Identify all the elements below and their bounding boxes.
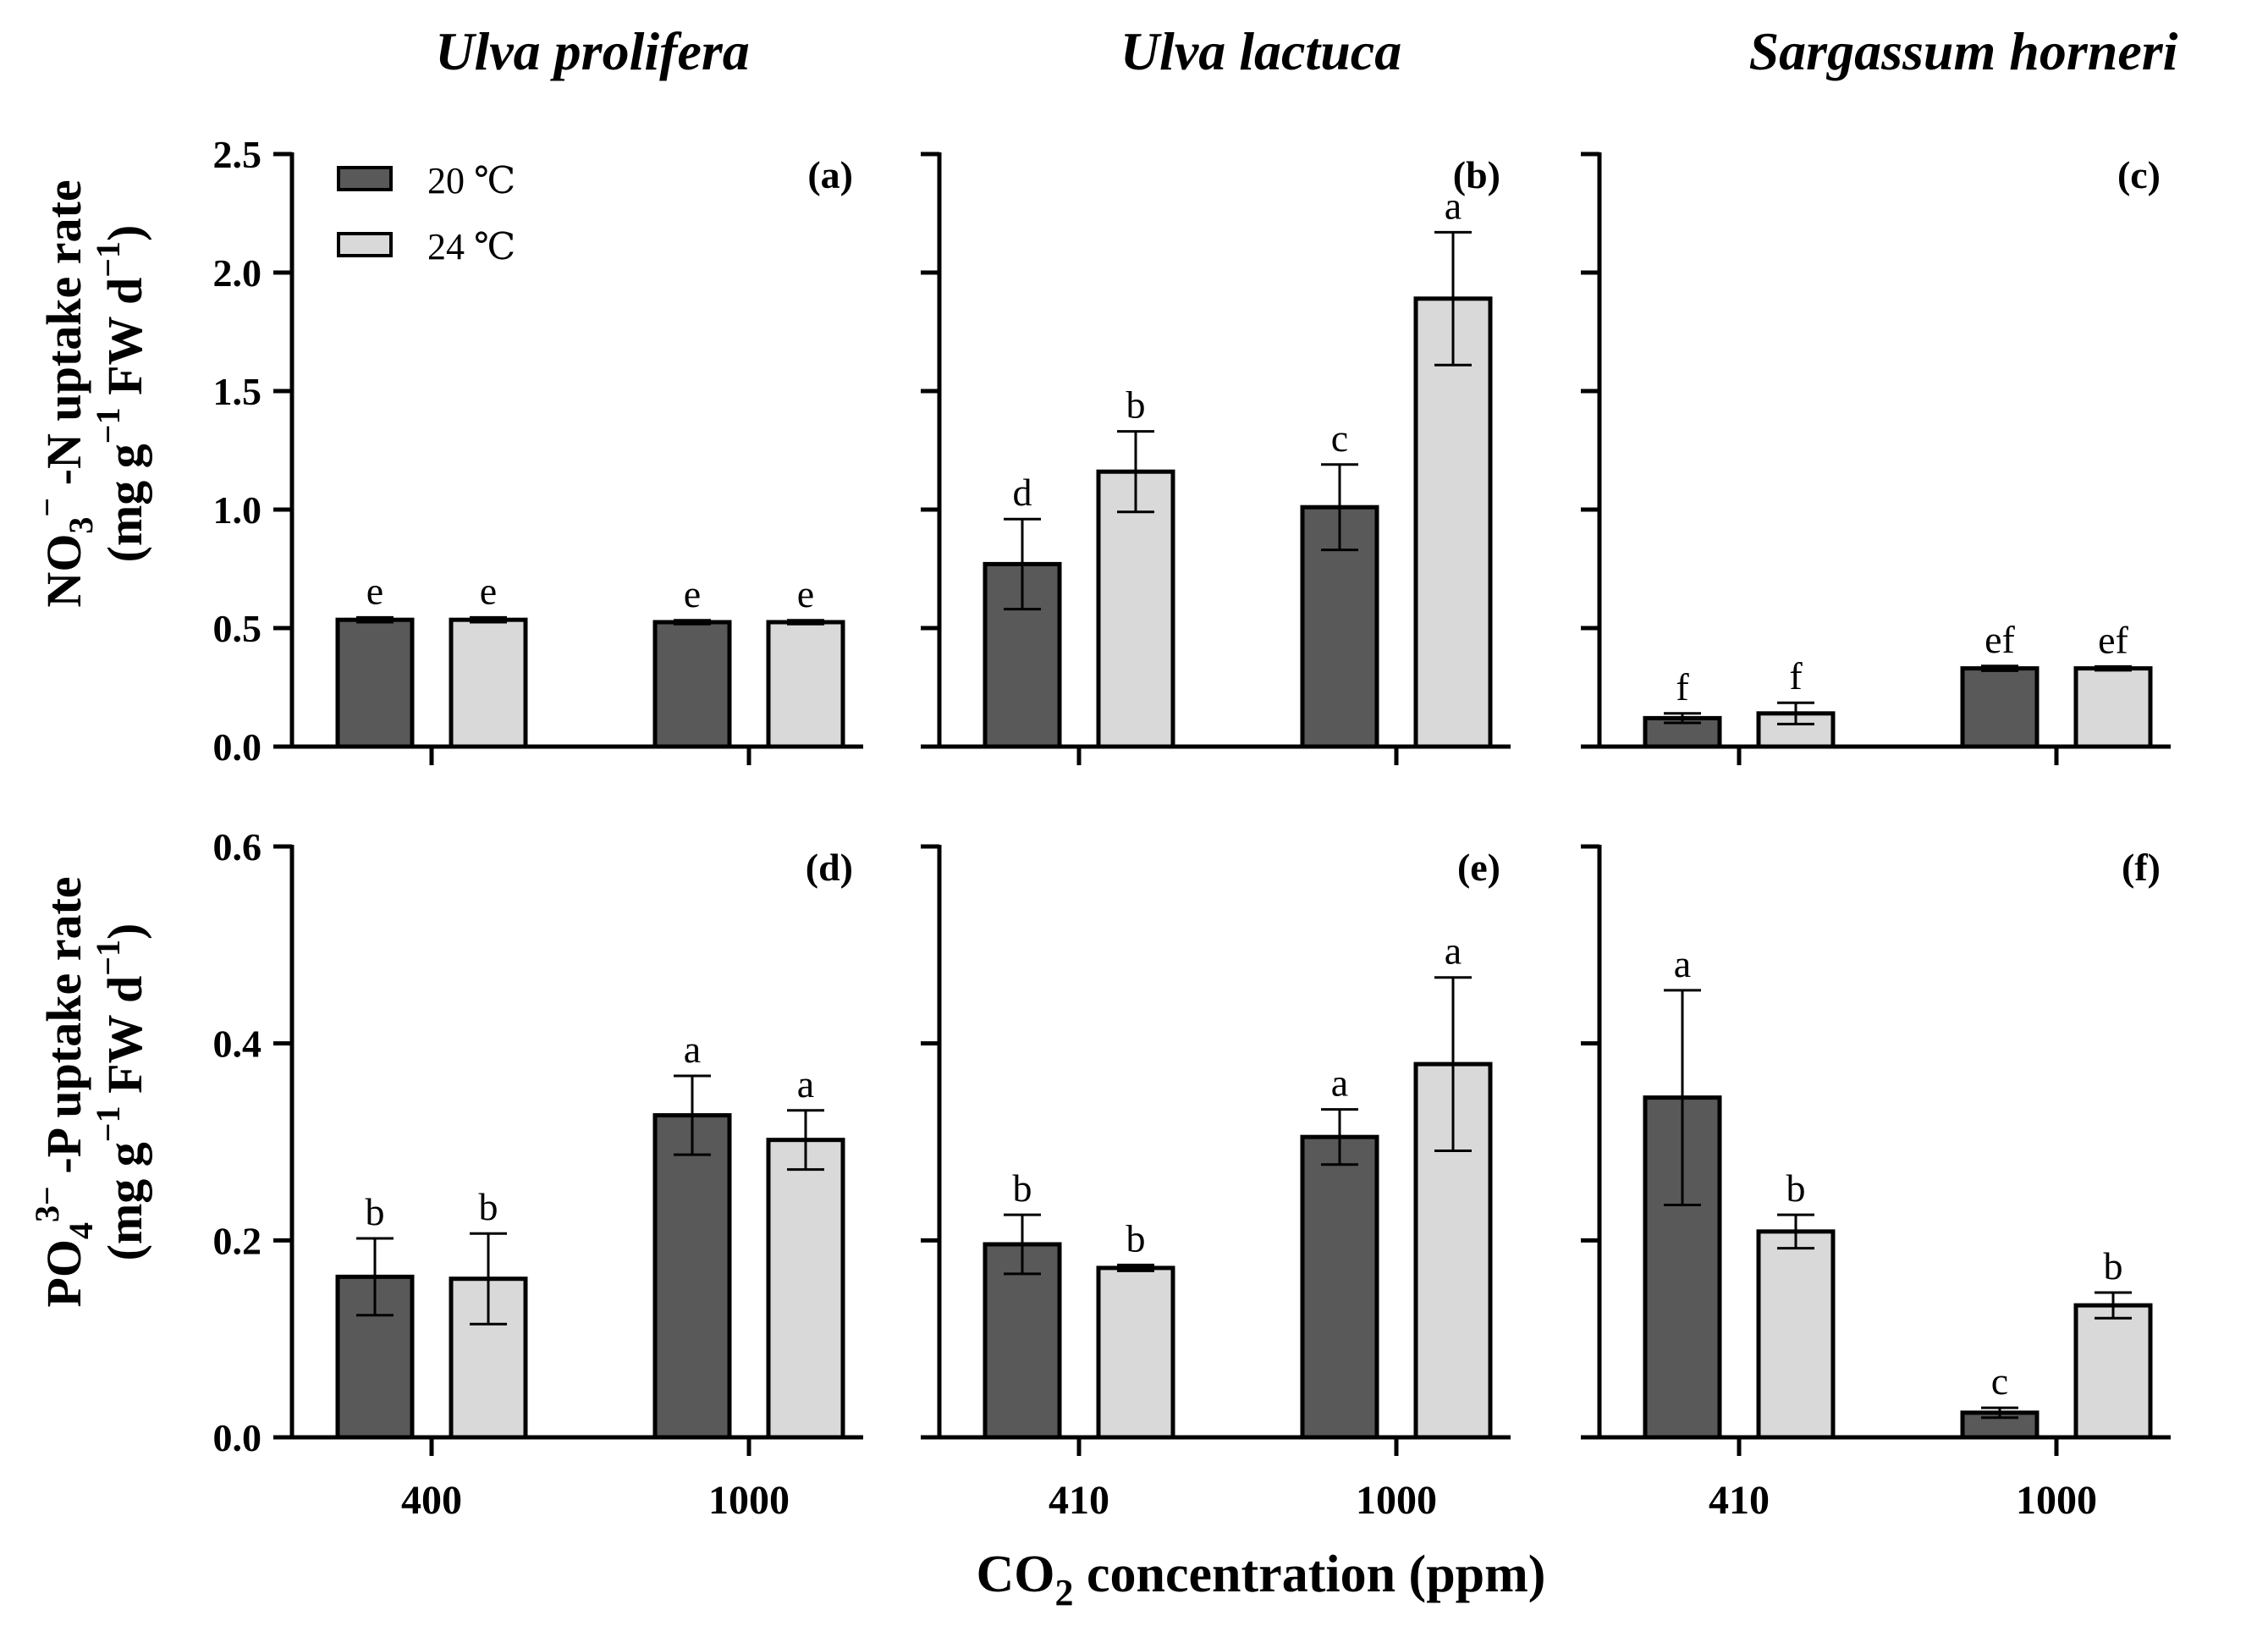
significance-letter-b: a: [1445, 184, 1462, 227]
bar-c-t20-1000: [1960, 666, 2040, 749]
significance-letter-a: e: [684, 572, 701, 615]
panel-label-d: (d): [806, 846, 853, 889]
panel-c: (c) f ef f ef: [1581, 152, 2171, 765]
panel-label-a: (a): [807, 153, 853, 196]
ylabel-phosphate: PO43− -P uptake rate (mg g−1 FW d−1): [28, 876, 152, 1307]
significance-letter-c: f: [1676, 665, 1689, 708]
svg-text:(mg g−1 FW d−1): (mg g−1 FW d−1): [89, 225, 152, 563]
significance-letter-d: b: [479, 1185, 498, 1228]
category-label-f: 410: [1709, 1478, 1770, 1523]
bar-c-t24-1000: [2073, 666, 2153, 749]
category-label-f: 1000: [2016, 1478, 2097, 1523]
y-tick-label-d: 0.6: [213, 825, 262, 868]
bar-f-t24-410: [1756, 1229, 1836, 1440]
bar-e-t20-1000: [1300, 1134, 1379, 1440]
y-tick-label-a: 0.5: [213, 607, 262, 650]
significance-letter-a: e: [480, 569, 497, 612]
bar-d-t24-1000: [766, 1138, 845, 1440]
xaxis-title: CO2 concentration (ppm): [977, 1546, 1546, 1613]
significance-letter-b: d: [1013, 471, 1032, 514]
bar-b-t24-410: [1096, 469, 1175, 749]
bar-a-t24-1000: [766, 620, 845, 749]
panel-d: 0.0 0.2 0.4 0.6 400 1000 (d) b a b a: [213, 825, 863, 1523]
significance-letter-d: a: [684, 1028, 701, 1071]
significance-letter-e: b: [1013, 1166, 1032, 1210]
bar-e-t20-410: [983, 1242, 1062, 1440]
legend: 20 ℃ 24 ℃: [337, 160, 515, 267]
category-label-d: 400: [401, 1478, 462, 1523]
y-tick-label-a: 1.0: [213, 488, 262, 532]
significance-letter-e: b: [1126, 1216, 1146, 1260]
category-label-e: 1000: [1356, 1478, 1437, 1523]
legend-label-20: 20 ℃: [427, 160, 515, 201]
bar-e-t24-410: [1096, 1265, 1175, 1440]
svg-text:NO3− -N uptake rate: NO3− -N uptake rate: [28, 179, 100, 607]
panel-a: 0.0 0.5 1.0 1.5 2.0 2.5 (a) e e e e: [213, 133, 863, 769]
significance-letter-d: a: [797, 1062, 814, 1105]
significance-letter-f: b: [2104, 1244, 2123, 1287]
category-label-d: 1000: [708, 1478, 790, 1523]
bar-a-t20-400: [335, 617, 415, 749]
significance-letter-e: a: [1445, 929, 1462, 973]
significance-letter-b: b: [1126, 383, 1146, 427]
y-tick-label-d: 0.0: [213, 1416, 262, 1459]
legend-swatch-24: [337, 232, 393, 257]
significance-letter-c: ef: [2098, 618, 2128, 661]
bar-a-t24-400: [449, 617, 528, 749]
significance-letter-c: ef: [1984, 618, 2015, 661]
panel-e: 410 1000 (e) b a b a: [921, 844, 1511, 1523]
significance-letter-b: c: [1331, 416, 1348, 460]
panel-label-e: (e): [1457, 846, 1500, 889]
significance-letter-f: c: [1991, 1359, 2008, 1403]
bar-d-t20-1000: [652, 1113, 732, 1440]
y-tick-label-a: 1.5: [213, 370, 262, 413]
panel-label-b: (b): [1453, 153, 1500, 196]
svg-text:PO43− -P uptake rate: PO43− -P uptake rate: [28, 876, 100, 1307]
y-tick-label-a: 2.5: [213, 133, 262, 176]
ylabel-nitrate: NO3− -N uptake rate (mg g−1 FW d−1): [28, 179, 152, 607]
bar-e-t24-1000: [1413, 1061, 1493, 1440]
significance-letter-f: a: [1674, 942, 1691, 985]
y-tick-label-a: 2.0: [213, 251, 262, 295]
bar-f-t24-1000: [2073, 1303, 2153, 1440]
y-tick-label-a: 0.0: [213, 725, 262, 769]
significance-letter-a: e: [366, 569, 383, 612]
y-tick-label-d: 0.4: [213, 1023, 262, 1066]
panel-b: (b) d c b a: [921, 152, 1511, 765]
bar-a-t20-1000: [652, 620, 732, 749]
y-tick-label-d: 0.2: [213, 1219, 262, 1262]
category-label-e: 410: [1049, 1478, 1109, 1523]
significance-letter-d: b: [366, 1190, 385, 1233]
legend-swatch-20: [337, 166, 393, 191]
significance-letter-c: f: [1789, 654, 1803, 697]
legend-label-24: 24 ℃: [427, 226, 515, 267]
panel-label-f: (f): [2122, 846, 2161, 889]
panels: 0.0 0.5 1.0 1.5 2.0 2.5 (a) e e e e (b) d c b a (c) f ef f e…: [213, 133, 2171, 1523]
significance-letter-a: e: [797, 572, 814, 615]
panel-label-c: (c): [2117, 153, 2161, 196]
panel-f: 410 1000 (f) a c b b: [1581, 844, 2171, 1523]
svg-text:(mg g−1 FW d−1): (mg g−1 FW d−1): [89, 924, 152, 1261]
significance-letter-e: a: [1331, 1061, 1348, 1105]
column-title-ulva-lactuca: Ulva lactuca: [1120, 21, 1401, 81]
bar-b-t24-1000: [1413, 296, 1493, 749]
significance-letter-f: b: [1786, 1166, 1806, 1210]
column-title-sargassum-horneri: Sargassum horneri: [1749, 21, 2178, 81]
column-title-ulva-prolifera: Ulva prolifera: [435, 21, 750, 81]
